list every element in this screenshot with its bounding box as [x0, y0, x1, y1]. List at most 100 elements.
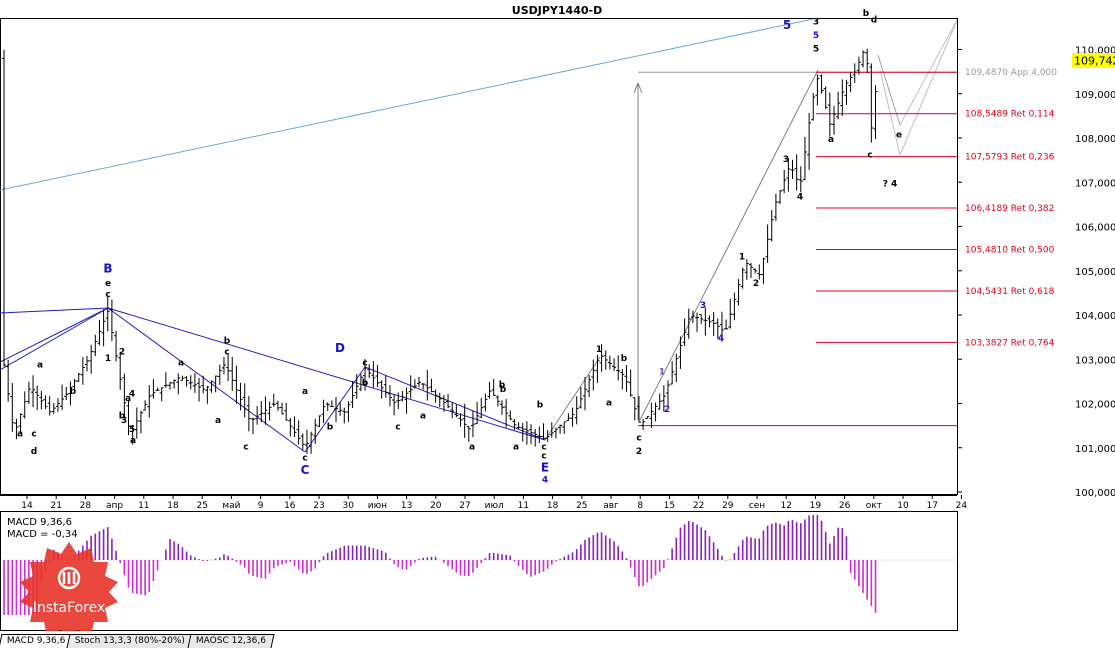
wave-label: a	[178, 358, 184, 368]
macd-name-label: MACD 9,36,6	[7, 517, 72, 528]
wave-label: a	[37, 361, 43, 371]
wave-label: a	[302, 387, 308, 397]
tab-maosc[interactable]: MAOSC 12,36,6	[187, 634, 275, 648]
time-tick-label: июл	[485, 501, 504, 511]
wave-label: 4	[542, 476, 548, 486]
forecast-line	[899, 17, 959, 126]
wave-label: b	[224, 336, 231, 346]
time-tick-label: 11	[518, 501, 529, 511]
wave-line	[364, 366, 546, 441]
time-tick-label: 30	[342, 501, 354, 511]
price-tick-label: 107,000	[1075, 178, 1115, 189]
wave-label: 5	[783, 18, 791, 32]
logo-mark-icon	[57, 566, 81, 590]
tab-stoch-label: Stoch 13,3,3 (80%-20%)	[75, 636, 186, 646]
time-tick-label: 12	[780, 501, 791, 511]
tab-stoch[interactable]: Stoch 13,3,3 (80%-20%)	[66, 634, 194, 648]
indicator-tabs: MACD 9,36,6 Stoch 13,3,3 (80%-20%) MAOSC…	[0, 632, 275, 648]
time-tick-label: 13	[401, 501, 412, 511]
wave-label: c	[224, 347, 229, 357]
chart-title: USDJPY1440-D	[512, 4, 602, 17]
wave-label: c	[362, 358, 367, 368]
wave-label: a	[125, 394, 131, 404]
wave-label: a	[17, 429, 23, 439]
forecast-line	[899, 17, 959, 156]
wave-line	[107, 307, 546, 441]
wave-line	[544, 356, 601, 441]
wave-label: c	[541, 451, 546, 461]
indicator-tab-bar: MACD 9,36,6 Stoch 13,3,3 (80%-20%) MAOSC…	[0, 631, 1115, 661]
wave-label: c	[31, 429, 36, 439]
wave-label: 1	[596, 345, 602, 355]
wave-label: b	[362, 378, 369, 388]
wave-label: e	[105, 279, 111, 289]
price-tick-label: 110,000	[1075, 46, 1115, 57]
wave-label: a	[828, 135, 834, 145]
wave-label: e	[896, 131, 902, 141]
wave-label: c	[243, 443, 248, 453]
wave-label: c	[541, 443, 546, 453]
price-tick-label: 109,000	[1075, 90, 1115, 101]
time-tick-label: 22	[693, 501, 704, 511]
time-tick-label: авг	[603, 501, 619, 511]
wave-label: 3	[121, 416, 127, 426]
price-bars	[2, 48, 878, 454]
logo-badge-icon	[20, 542, 118, 642]
wave-label: b	[621, 354, 628, 364]
price-tick-label: 108,000	[1075, 134, 1115, 145]
wave-label: 5	[813, 31, 819, 41]
wave-label: ? 4	[883, 179, 898, 189]
tab-maosc-label: MAOSC 12,36,6	[195, 636, 266, 646]
wave-label: 4	[797, 193, 803, 203]
wave-label: 3	[783, 155, 789, 165]
wave-label: a	[513, 443, 519, 453]
price-tick-label: 105,000	[1075, 267, 1115, 278]
tab-macd[interactable]: MACD 9,36,6	[0, 634, 74, 648]
wave-label: b	[327, 423, 334, 433]
time-tick-label: 14	[21, 501, 33, 511]
time-tick-label: май	[222, 501, 240, 511]
chart-background	[0, 0, 1115, 631]
wave-label: 3	[700, 301, 706, 311]
wave-label: b	[499, 381, 506, 391]
macd-panel-border	[0, 511, 958, 631]
fibonacci-levels: 109,4870 App 4,000 108,5489 Ret 0,114 107,…	[638, 68, 1057, 427]
time-tick-label: 28	[80, 501, 92, 511]
wave-label: c	[867, 150, 872, 160]
instaforex-logo: InstaForex	[7, 540, 131, 644]
wave-label: 4	[129, 389, 135, 399]
time-tick-label: 29	[722, 501, 734, 511]
time-tick-label: 15	[664, 501, 675, 511]
price-axis: 110,000 109,000 108,000 107,000 106,000 105,0…	[957, 18, 1115, 499]
forecast-line	[879, 69, 901, 156]
macd-panel	[0, 511, 958, 631]
time-axis: 14 21 28 апр 11 18 25 май 9 16 23 30 июн 13 20 27 июл 11 1…	[0, 495, 967, 511]
time-tick-label: 9	[258, 501, 264, 511]
fib-label: 104,5431 Ret 0,618	[965, 287, 1055, 297]
wave-label: 2	[636, 447, 642, 457]
wave-line	[0, 307, 109, 363]
price-chart[interactable]: USDJPY1440-D 109,4870 App 4,000 108,5489 …	[0, 0, 1115, 631]
wave-label: b	[500, 385, 507, 395]
wave-label: a	[606, 398, 612, 408]
time-tick-label: 27	[459, 501, 470, 511]
time-tick-label: 19	[810, 501, 822, 511]
wave-label: D	[335, 341, 345, 355]
time-tick-label: 21	[50, 501, 61, 511]
time-tick-label: 8	[637, 501, 643, 511]
fib-label: 105,4810 Ret 0,500	[965, 245, 1055, 255]
wave-label: 1	[739, 252, 745, 262]
wave-label: 5	[813, 44, 819, 54]
fib-label: 107,5793 Ret 0,236	[965, 153, 1055, 163]
wave-label: B	[103, 262, 112, 276]
time-tick-label: 25	[196, 501, 207, 511]
fib-label: 103,3827 Ret 0,764	[965, 338, 1055, 348]
time-tick-label: 25	[576, 501, 587, 511]
wave-label: a	[469, 443, 475, 453]
wave-label: c	[636, 434, 641, 444]
price-badge: 109,742	[1072, 53, 1115, 68]
time-tick-label: 18	[167, 501, 179, 511]
price-tick-label: 100,000	[1075, 488, 1115, 499]
wave-label: C	[301, 463, 310, 477]
wave-line	[0, 307, 109, 371]
